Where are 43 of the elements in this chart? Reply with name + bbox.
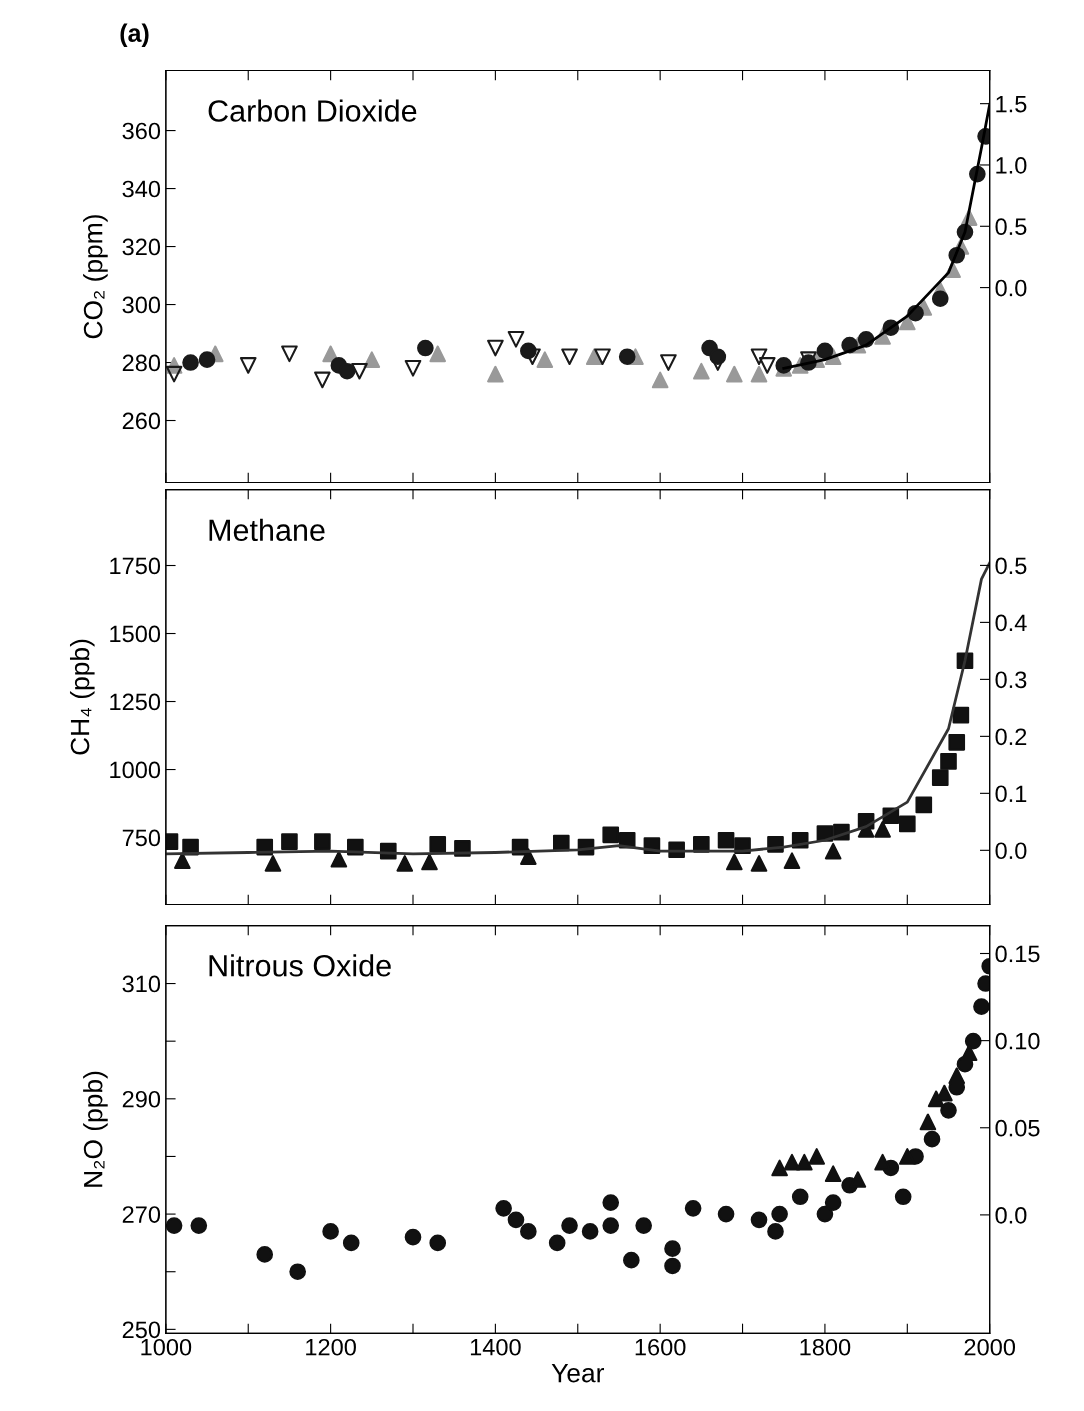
y2-tick-label: 0.1: [995, 785, 1027, 803]
y2-tick-label: 0.0: [995, 842, 1027, 860]
y-tick-label: 300: [122, 296, 161, 314]
x-tick-label: 1800: [800, 1338, 851, 1356]
y2-tick-label: 0.2: [995, 728, 1027, 746]
x-tick-label: 1600: [635, 1338, 686, 1356]
y-tick-label: 280: [122, 354, 161, 372]
y-tick-label: 340: [122, 180, 161, 198]
y-tick-label: 260: [122, 412, 161, 430]
y-tick-label: 1250: [110, 693, 161, 711]
y2-tick-label: 0.3: [995, 671, 1027, 689]
x-tick-label: 1000: [141, 1338, 192, 1356]
annotation: Methane: [209, 518, 325, 542]
y-axis-title: N₂O (ppb): [83, 1071, 108, 1187]
annotation: Carbon Dioxide: [208, 99, 417, 122]
y2-tick-label: 0.10: [995, 1032, 1040, 1050]
y-tick-label: 1500: [110, 625, 161, 643]
y-axis-title: CO₂ (ppm): [83, 215, 108, 339]
x-tick-label: 2000: [964, 1338, 1016, 1356]
x-tick-label: 1400: [470, 1338, 521, 1356]
y2-tick-label: 0.0: [995, 1206, 1027, 1224]
y-tick-label: 310: [122, 975, 161, 993]
y2-tick-label: 1.0: [996, 157, 1027, 174]
y2-tick-label: 1.5: [996, 95, 1027, 113]
y-axis-title: CH₄ (ppb): [69, 639, 95, 755]
y-tick-label: 750: [122, 829, 161, 847]
y-tick-label: 250: [122, 1321, 161, 1339]
y-tick-label: 290: [122, 1090, 161, 1108]
y-tick-label: 270: [122, 1206, 161, 1223]
y2-tick-label: 0.4: [995, 614, 1027, 632]
y2-tick-label: 0.0: [995, 279, 1027, 297]
x-axis-title: Year: [551, 1364, 604, 1383]
y-tick-label: 1750: [110, 557, 161, 575]
x-tick-label: 1200: [306, 1338, 356, 1356]
y2-tick-label: 0.05: [995, 1119, 1040, 1137]
y2-tick-label: 0.5: [995, 557, 1027, 575]
y-tick-label: 1000: [110, 761, 161, 779]
y-tick-label: 360: [122, 122, 161, 140]
y-tick-label: 320: [122, 238, 161, 256]
text: (a): [120, 23, 149, 47]
y2-tick-label: 0.15: [995, 945, 1040, 963]
y2-tick-label: 0.5: [995, 218, 1027, 236]
annotation: Nitrous Oxide: [209, 954, 391, 977]
